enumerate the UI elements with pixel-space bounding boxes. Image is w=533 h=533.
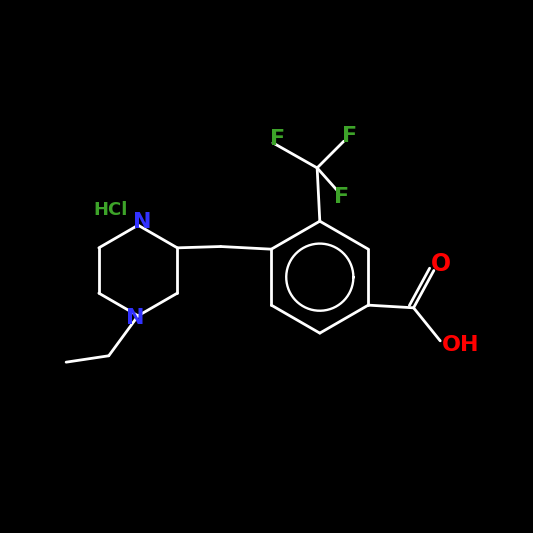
Text: F: F <box>270 128 285 149</box>
Text: F: F <box>342 126 357 146</box>
Text: N: N <box>126 309 144 328</box>
Text: HCl: HCl <box>93 201 127 219</box>
Text: O: O <box>431 252 451 276</box>
Text: OH: OH <box>442 335 479 355</box>
Text: N: N <box>133 212 151 232</box>
Text: F: F <box>334 187 349 207</box>
